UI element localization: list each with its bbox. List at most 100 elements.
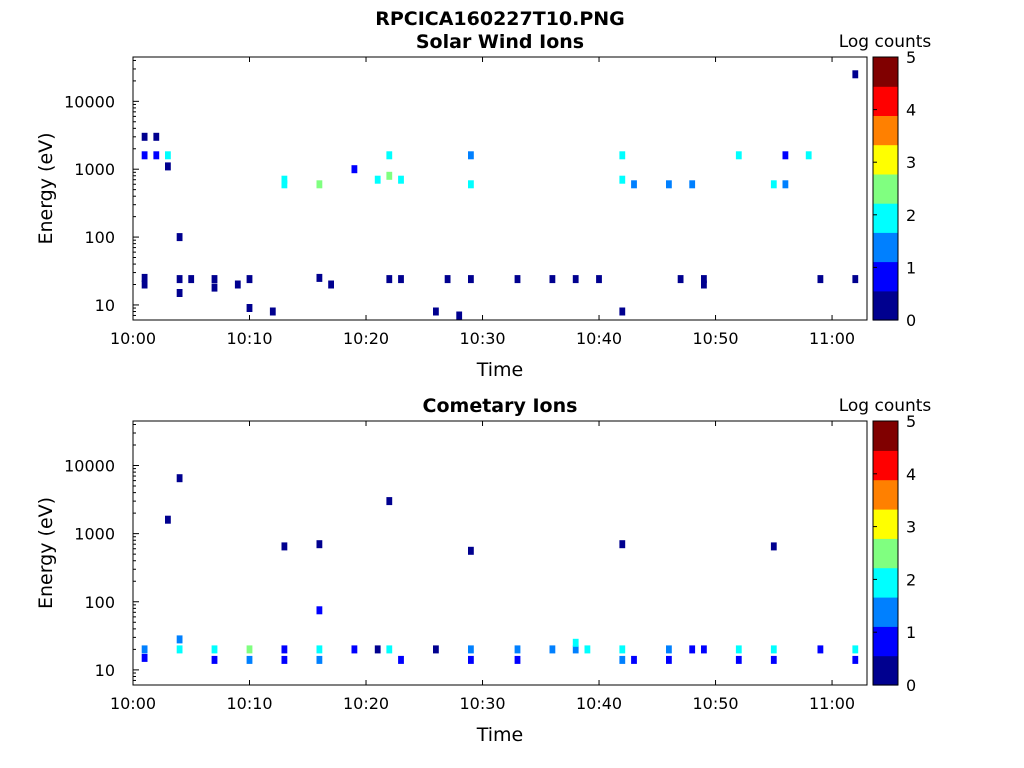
heatmap-cell	[468, 275, 474, 284]
colorbar-tick-label: 2	[906, 570, 916, 589]
plot-frame	[132, 56, 868, 321]
y-tick-label: 10000	[64, 457, 115, 476]
heatmap-cell	[246, 645, 253, 654]
heatmap-cell	[852, 275, 859, 284]
colorbar-frame	[872, 420, 899, 686]
colorbar-tick-label: 1	[906, 258, 916, 277]
heatmap-cell	[386, 151, 393, 160]
heatmap-cell	[852, 70, 859, 79]
colorbar-segment	[873, 597, 898, 627]
heatmap-cell	[211, 645, 218, 654]
x-tick-label: 10:10	[226, 694, 272, 713]
colorbar-segment	[873, 509, 898, 539]
colorbar-segment	[873, 86, 898, 116]
panel-solar-wind: Solar Wind Ions 10:00 10:10 10:20 10:30 10:4…	[35, 31, 931, 381]
heatmap-cell	[805, 151, 812, 160]
heatmap-cell	[677, 275, 684, 284]
x-tick-label: 10:40	[576, 694, 622, 713]
heatmap-cell	[666, 180, 672, 189]
colorbar-segment	[873, 232, 898, 263]
heatmap-cell	[619, 307, 626, 316]
heatmap-cell	[141, 280, 148, 289]
heatmap-cell	[782, 180, 789, 189]
heatmap-cell	[468, 180, 474, 189]
x-tick-label: 10:10	[226, 329, 272, 348]
heatmap-cell	[281, 180, 288, 189]
heatmap-cell	[514, 655, 521, 664]
y-tick-label: 1000	[74, 525, 115, 544]
heatmap-cell	[572, 275, 579, 284]
heatmap-cell	[701, 645, 707, 654]
heatmap-cell	[211, 275, 218, 284]
colorbar-tick-label: 0	[906, 676, 916, 695]
heatmap-cell	[153, 151, 160, 160]
panel-title: Cometary Ions	[423, 395, 578, 417]
heatmap-cell	[141, 645, 148, 654]
heatmap-cell	[351, 645, 358, 654]
colorbar-segment	[873, 115, 898, 146]
heatmap-cell	[735, 151, 742, 160]
heatmap-cell	[281, 655, 288, 664]
heatmap-cell	[782, 151, 789, 160]
colorbar-segment	[873, 479, 898, 510]
colorbar-tick-label: 3	[906, 153, 916, 172]
colorbar: 0 1 2 3 4 5	[872, 412, 916, 695]
heatmap-cell	[468, 151, 474, 160]
y-tick-label: 10	[95, 296, 115, 315]
y-tick-label: 100	[84, 593, 115, 612]
heatmap-cell	[316, 606, 323, 615]
colorbar-tick-label: 1	[906, 623, 916, 642]
x-tick-label: 10:50	[692, 329, 738, 348]
x-tick-label: 10:40	[576, 329, 622, 348]
x-tick-label: 10:20	[343, 694, 389, 713]
heatmap-cell	[165, 515, 171, 524]
heatmap-cell	[246, 655, 253, 664]
x-tick-label: 10:00	[110, 694, 156, 713]
panel-title: Solar Wind Ions	[416, 31, 584, 53]
heatmap-cell	[444, 275, 451, 284]
x-axis-label: Time	[476, 724, 524, 746]
heatmap-cell	[281, 175, 288, 184]
heatmap-cell	[374, 175, 381, 184]
heatmap-cell	[351, 165, 358, 174]
heatmap-cell	[852, 655, 859, 664]
colorbar-segment	[873, 290, 898, 321]
x-tick-label: 11:00	[809, 694, 855, 713]
heatmap-cell	[176, 289, 183, 297]
heatmap-cell	[316, 540, 323, 549]
heatmap-cell	[141, 151, 148, 160]
heatmap-cell	[316, 645, 323, 654]
colorbar-segment	[873, 203, 898, 233]
heatmap-cells	[141, 474, 859, 664]
heatmap-cell	[386, 171, 393, 180]
x-ticks: 10:00 10:10 10:20 10:30 10:40 10:50 11:00	[110, 57, 855, 348]
heatmap-cell	[631, 655, 637, 664]
heatmap-cell	[211, 283, 218, 292]
colorbar-segment	[873, 173, 898, 204]
colorbar-tick-label: 0	[906, 311, 916, 330]
heatmap-cell	[269, 307, 276, 316]
heatmap-cell	[701, 275, 707, 284]
heatmap-cell	[584, 645, 591, 654]
heatmap-cell	[549, 275, 556, 284]
heatmap-cell	[572, 638, 579, 647]
colorbar-tick-label: 4	[906, 101, 916, 120]
heatmap-cell	[689, 645, 696, 654]
heatmap-cell	[176, 233, 183, 242]
y-ticks: 10 100 1000 10000	[64, 59, 139, 321]
colorbar-label: Log counts	[839, 396, 932, 416]
heatmap-cell	[631, 180, 637, 189]
heatmap-cell	[770, 180, 777, 189]
heatmap-cell	[619, 151, 626, 160]
x-tick-label: 10:50	[692, 694, 738, 713]
heatmap-cell	[456, 311, 463, 320]
heatmap-cell	[468, 655, 474, 664]
colorbar-segment	[873, 57, 898, 87]
heatmap-cell	[666, 655, 672, 664]
heatmap-cells	[141, 70, 859, 320]
heatmap-cell	[735, 645, 742, 654]
colorbar-segment	[873, 655, 898, 686]
figure-title: RPCICA160227T10.PNG	[375, 8, 625, 30]
heatmap-cell	[398, 275, 404, 284]
y-tick-label: 10	[95, 661, 115, 680]
